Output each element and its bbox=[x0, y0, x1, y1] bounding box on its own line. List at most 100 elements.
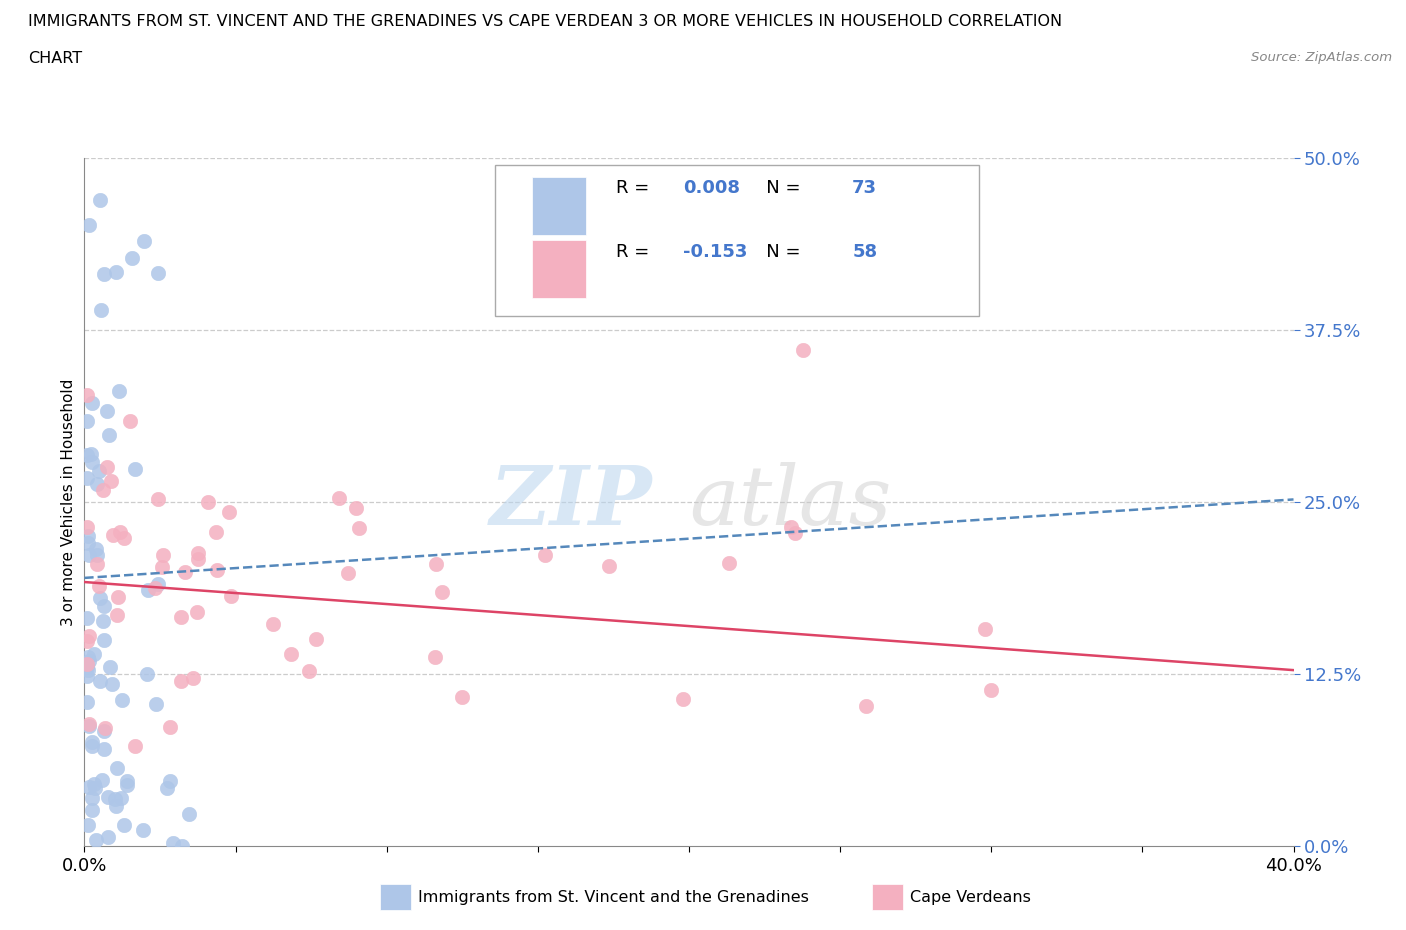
Point bbox=[177, 806, 200, 821]
Text: 58: 58 bbox=[852, 244, 877, 261]
Point bbox=[124, 461, 146, 476]
Point bbox=[76, 657, 98, 671]
Point bbox=[337, 565, 360, 580]
Point bbox=[124, 738, 146, 753]
Point bbox=[425, 556, 447, 571]
Point bbox=[779, 520, 801, 535]
Point bbox=[80, 738, 103, 753]
Point bbox=[77, 649, 100, 664]
Point bbox=[96, 404, 118, 418]
Point bbox=[76, 536, 98, 551]
Point bbox=[96, 459, 118, 474]
Point bbox=[108, 384, 131, 399]
Point bbox=[221, 589, 243, 604]
Point bbox=[152, 547, 174, 562]
Text: -0.153: -0.153 bbox=[683, 244, 747, 261]
Point bbox=[107, 590, 129, 604]
Point bbox=[76, 471, 98, 485]
Point bbox=[105, 761, 128, 776]
Point bbox=[197, 495, 219, 510]
Point bbox=[143, 580, 166, 595]
Point bbox=[77, 629, 100, 644]
Point bbox=[100, 473, 122, 488]
Point bbox=[80, 395, 103, 410]
Point bbox=[86, 547, 108, 562]
Point bbox=[344, 500, 367, 515]
Point bbox=[218, 505, 240, 520]
Point bbox=[173, 565, 195, 580]
Point bbox=[77, 717, 100, 732]
Point bbox=[117, 773, 139, 788]
Text: N =: N = bbox=[749, 244, 807, 261]
Point bbox=[298, 664, 321, 679]
Bar bbox=[531, 240, 586, 299]
Point bbox=[598, 559, 620, 574]
Point bbox=[172, 839, 194, 854]
Point bbox=[87, 578, 110, 593]
Text: 73: 73 bbox=[852, 179, 877, 197]
Point bbox=[77, 654, 100, 669]
Point bbox=[112, 817, 135, 832]
Point bbox=[980, 683, 1002, 698]
Point bbox=[86, 477, 108, 492]
Point bbox=[77, 817, 100, 832]
Text: CHART: CHART bbox=[28, 51, 82, 66]
Point bbox=[89, 591, 111, 605]
Point bbox=[76, 659, 98, 674]
Text: R =: R = bbox=[616, 244, 655, 261]
Text: atlas: atlas bbox=[689, 462, 891, 542]
Point bbox=[974, 621, 997, 636]
Point bbox=[76, 611, 98, 626]
Point bbox=[90, 302, 112, 317]
Point bbox=[84, 780, 107, 795]
Point bbox=[181, 671, 204, 685]
Point bbox=[148, 577, 170, 591]
Point bbox=[94, 721, 117, 736]
Point bbox=[83, 777, 105, 791]
Point bbox=[105, 608, 128, 623]
Point bbox=[89, 673, 111, 688]
Point bbox=[90, 773, 112, 788]
Point bbox=[136, 583, 159, 598]
Point bbox=[79, 779, 101, 794]
Point bbox=[89, 193, 111, 207]
Point bbox=[534, 547, 557, 562]
Point bbox=[159, 719, 181, 734]
Point bbox=[100, 660, 122, 675]
Text: Cape Verdeans: Cape Verdeans bbox=[910, 890, 1031, 905]
Point bbox=[93, 741, 115, 756]
Point bbox=[118, 414, 141, 429]
Point bbox=[93, 614, 115, 629]
Point bbox=[103, 528, 125, 543]
Point bbox=[76, 414, 98, 429]
Point bbox=[159, 774, 181, 789]
Point bbox=[77, 662, 100, 677]
Point bbox=[305, 631, 328, 646]
Bar bbox=[531, 177, 586, 235]
Point bbox=[187, 546, 209, 561]
Point bbox=[205, 563, 228, 578]
Point bbox=[96, 790, 118, 805]
Y-axis label: 3 or more Vehicles in Household: 3 or more Vehicles in Household bbox=[60, 379, 76, 626]
Text: N =: N = bbox=[749, 179, 807, 197]
Point bbox=[105, 798, 128, 813]
Point bbox=[170, 609, 193, 624]
Point bbox=[280, 646, 302, 661]
Point bbox=[187, 551, 209, 566]
Point bbox=[77, 718, 100, 733]
Point bbox=[115, 777, 138, 792]
Point bbox=[93, 724, 115, 738]
Point bbox=[83, 646, 105, 661]
Point bbox=[450, 689, 472, 704]
Point bbox=[86, 556, 108, 571]
Point bbox=[104, 791, 127, 806]
Point bbox=[132, 233, 155, 248]
Point bbox=[148, 492, 170, 507]
Text: ZIP: ZIP bbox=[491, 462, 652, 542]
Text: Immigrants from St. Vincent and the Grenadines: Immigrants from St. Vincent and the Gren… bbox=[418, 890, 808, 905]
FancyBboxPatch shape bbox=[495, 165, 979, 316]
Point bbox=[855, 699, 877, 714]
Point bbox=[93, 632, 115, 647]
Point bbox=[80, 803, 103, 817]
Point bbox=[86, 832, 108, 847]
